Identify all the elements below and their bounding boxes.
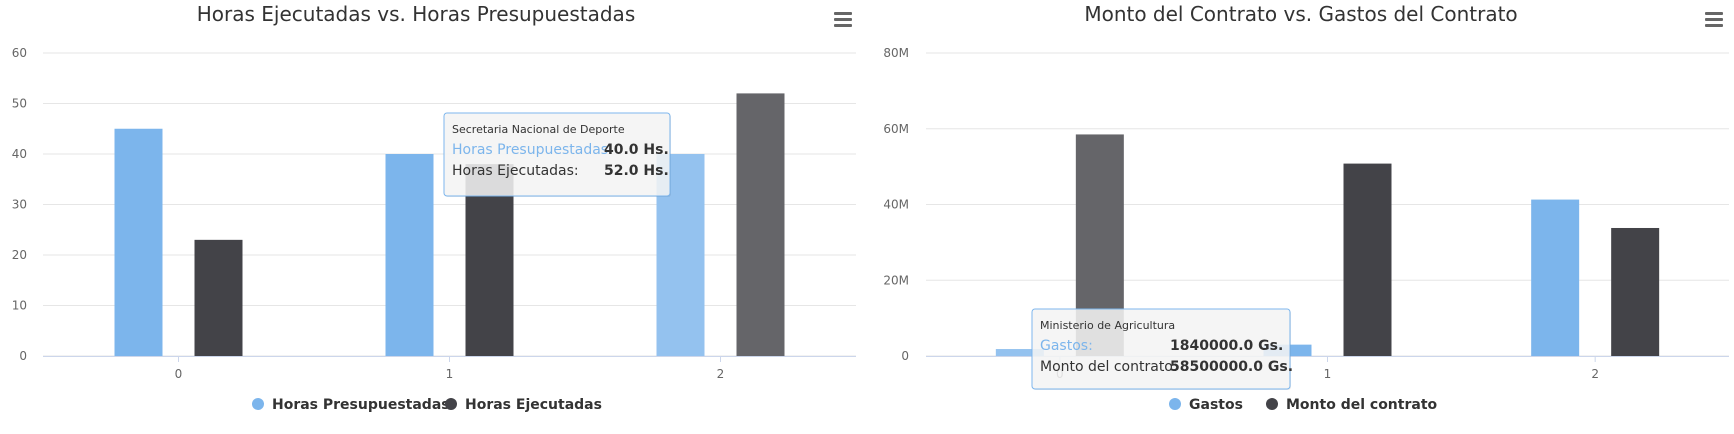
menu-line [1705, 24, 1723, 27]
bar[interactable] [385, 154, 434, 356]
legend-marker-icon[interactable] [445, 398, 457, 410]
tooltip-box [443, 112, 671, 197]
chart-horas-svg: Horas Ejecutadas vs. Horas Presupuestada… [12, 2, 856, 413]
tooltip-row-label: Horas Ejecutadas: [452, 163, 579, 179]
menu-line [1705, 18, 1723, 21]
tooltip: Ministerio de Agricultura Gastos: 1840000.… [1031, 308, 1293, 390]
y-tick-label: 40M [883, 198, 909, 212]
bar[interactable] [995, 349, 1044, 356]
y-tick-label: 60 [12, 46, 27, 60]
bar[interactable] [736, 93, 785, 357]
chart-title: Horas Ejecutadas vs. Horas Presupuestada… [197, 2, 636, 26]
tooltip-box [1031, 308, 1291, 390]
y-tick-label: 30 [12, 198, 27, 212]
tooltip-title: Secretaria Nacional de Deporte [452, 123, 625, 136]
tooltip-title: Ministerio de Agricultura [1040, 319, 1175, 332]
menu-line [834, 24, 852, 27]
hamburger-menu-icon[interactable] [834, 12, 852, 27]
tooltip-row-label: Gastos: [1040, 338, 1093, 354]
menu-line [834, 18, 852, 21]
tooltip-row-value: 52.0 Hs. [604, 163, 669, 179]
x-tick-label: 0 [175, 367, 183, 381]
x-tick-label: 1 [1324, 367, 1332, 381]
y-tick-label: 20M [883, 273, 909, 287]
chart-panel-horas: Horas Ejecutadas vs. Horas Presupuestada… [12, 2, 856, 413]
tooltip-row-value: 58500000.0 Gs. [1170, 359, 1293, 375]
tooltip: Secretaria Nacional de Deporte Horas Pres… [443, 112, 671, 197]
legend-item-label[interactable]: Horas Ejecutadas [465, 397, 602, 413]
bar[interactable] [1343, 163, 1392, 356]
legend-item-label[interactable]: Monto del contrato [1286, 397, 1438, 413]
bar[interactable] [1531, 199, 1580, 356]
bar[interactable] [194, 239, 243, 356]
chart-title: Monto del Contrato vs. Gastos del Contra… [1084, 2, 1517, 26]
y-tick-label: 20 [12, 248, 27, 262]
y-tick-label: 80M [883, 46, 909, 60]
legend-item-label[interactable]: Horas Presupuestadas [272, 397, 450, 413]
y-tick-label: 0 [19, 349, 27, 363]
legend-marker-icon[interactable] [1266, 398, 1278, 410]
tooltip-row-value: 40.0 Hs. [604, 142, 669, 158]
tooltip-row-label: Monto del contrato: [1040, 359, 1178, 375]
tooltip-row-label: Horas Presupuestadas: [452, 142, 613, 158]
chart-monto-svg: Monto del Contrato vs. Gastos del Contra… [883, 2, 1729, 413]
legend-item-label[interactable]: Gastos [1189, 397, 1243, 413]
menu-line [834, 12, 852, 15]
y-tick-label: 60M [883, 122, 909, 136]
y-tick-label: 0 [901, 349, 909, 363]
y-tick-label: 10 [12, 299, 27, 313]
legend-marker-icon[interactable] [1169, 398, 1181, 410]
legend-marker-icon[interactable] [252, 398, 264, 410]
x-tick-label: 2 [1591, 367, 1599, 381]
x-tick-label: 2 [717, 367, 725, 381]
bar[interactable] [1611, 227, 1660, 356]
menu-line [1705, 12, 1723, 15]
hamburger-menu-icon[interactable] [1705, 12, 1723, 27]
y-tick-label: 40 [12, 147, 27, 161]
bar[interactable] [114, 128, 163, 356]
chart-panel-monto: Monto del Contrato vs. Gastos del Contra… [867, 0, 1734, 434]
y-tick-label: 50 [12, 97, 27, 111]
x-tick-label: 1 [446, 367, 454, 381]
tooltip-row-value: 1840000.0 Gs. [1170, 338, 1283, 354]
